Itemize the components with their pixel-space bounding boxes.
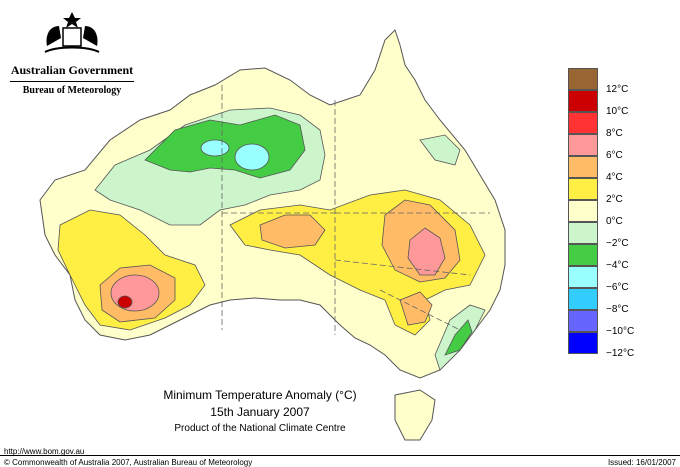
- legend-swatch: [568, 332, 598, 354]
- legend-swatch: [568, 200, 598, 222]
- legend-label: 2°C: [606, 194, 623, 205]
- map-date: 15th January 2007: [210, 405, 310, 419]
- legend-label: 8°C: [606, 128, 623, 139]
- bureau-name: Bureau of Meteorology: [22, 85, 122, 96]
- anomaly-zone-west-hottest: [117, 295, 133, 309]
- state-borders: [221, 85, 490, 335]
- legend-swatch: [568, 112, 598, 134]
- legend-label: 4°C: [606, 172, 623, 183]
- anomaly-zone-west-hotter: [110, 274, 160, 312]
- anomaly-zone-central-hot: [259, 214, 326, 249]
- legend-swatch: [568, 134, 598, 156]
- anomaly-zone-southeast-cold: [444, 319, 473, 356]
- legend-label: 10°C: [606, 106, 629, 117]
- anomaly-zone-east-coast: [419, 134, 461, 166]
- legend-swatch: [568, 178, 598, 200]
- legend-label: −8°C: [606, 304, 629, 315]
- government-name: Australian Government: [10, 63, 134, 77]
- government-logo: Australian Government Bureau of Meteorol…: [8, 8, 136, 96]
- anomaly-zone-east-hotter: [407, 227, 446, 276]
- copyright-text: © Commonwealth of Australia 2007, Austra…: [4, 458, 253, 467]
- coat-of-arms-icon: [44, 12, 100, 53]
- legend-label: −6°C: [606, 282, 629, 293]
- legend-swatch: [568, 244, 598, 266]
- legend-label: 0°C: [606, 216, 623, 227]
- legend-swatch: [568, 310, 598, 332]
- legend-swatch: [568, 68, 598, 90]
- legend-swatch: [568, 156, 598, 178]
- legend-swatch: [568, 266, 598, 288]
- legend-label: −12°C: [606, 348, 635, 359]
- bom-url[interactable]: http://www.bom.gov.au: [4, 447, 85, 456]
- legend-label: −10°C: [606, 326, 635, 337]
- anomaly-zone-minus4-to-minus6-b: [234, 143, 270, 171]
- map-title: Minimum Temperature Anomaly (°C): [163, 388, 357, 402]
- footer-divider: [0, 455, 680, 456]
- legend-label: −4°C: [606, 260, 629, 271]
- legend-label: 12°C: [606, 84, 629, 95]
- legend-label: 6°C: [606, 150, 623, 161]
- anomaly-zone-minus4-to-minus6-a: [200, 139, 230, 157]
- legend-swatch: [568, 90, 598, 112]
- issued-date: Issued: 16/01/2007: [607, 458, 676, 467]
- legend-swatch: [568, 288, 598, 310]
- legend-label: −2°C: [606, 238, 629, 249]
- logo-divider: [10, 81, 134, 82]
- tasmania: [394, 389, 436, 441]
- legend-swatch: [568, 222, 598, 244]
- map-product: Product of the National Climate Centre: [174, 423, 346, 434]
- anomaly-zone-south-hot: [399, 291, 433, 326]
